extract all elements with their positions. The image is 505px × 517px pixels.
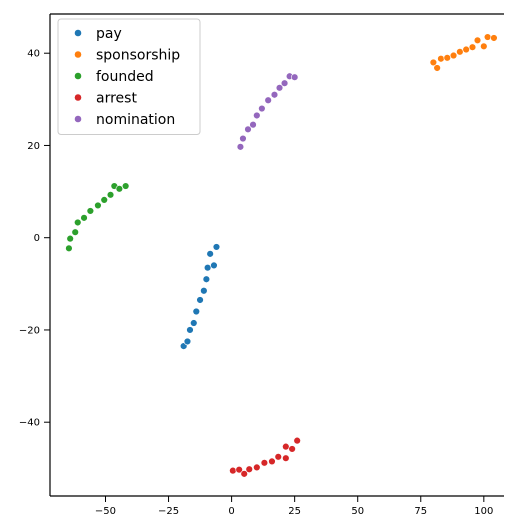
- data-point-nomination-5: [258, 104, 266, 113]
- data-point-nomination-8: [275, 84, 284, 92]
- y-tick-label-40: 40: [27, 49, 40, 60]
- data-point-founded-4: [80, 214, 88, 222]
- data-point-pay-4: [192, 307, 200, 316]
- data-point-sponsorship-3: [443, 54, 451, 62]
- y-tick-label-20: 20: [27, 141, 40, 152]
- x-tick-label-25: 25: [288, 506, 301, 517]
- data-point-arrest-10: [288, 445, 296, 453]
- data-point-pay-3: [190, 319, 198, 327]
- data-point-arrest-0: [229, 466, 237, 475]
- data-point-arrest-4: [253, 463, 261, 472]
- data-point-sponsorship-1: [433, 64, 441, 72]
- data-point-founded-2: [71, 228, 79, 236]
- axes: −50 −25 0 25 50 75 100 −40 −20 0 20 40: [19, 13, 504, 517]
- legend: pay sponsorship founded arrest nomination: [57, 18, 201, 135]
- data-point-arrest-5: [260, 459, 269, 467]
- data-point-sponsorship-5: [456, 48, 464, 56]
- data-point-pay-8: [203, 263, 212, 272]
- y-tick-label--40: −40: [19, 418, 40, 429]
- legend-label-founded: founded: [96, 69, 154, 85]
- data-point-nomination-3: [249, 120, 257, 129]
- data-point-pay-1: [183, 337, 192, 346]
- data-point-pay-6: [200, 287, 208, 295]
- x-tick-label--25: −25: [158, 506, 179, 517]
- legend-marker-founded: [74, 72, 82, 80]
- data-point-sponsorship-8: [473, 36, 482, 44]
- data-point-founded-11: [121, 182, 130, 190]
- data-point-founded-5: [86, 207, 95, 215]
- x-tick-label-75: 75: [414, 506, 427, 517]
- data-point-founded-7: [100, 196, 108, 204]
- data-point-nomination-4: [253, 111, 261, 120]
- data-point-arrest-3: [245, 465, 253, 473]
- legend-label-arrest: arrest: [96, 91, 137, 107]
- data-point-pay-9: [206, 250, 214, 258]
- data-point-founded-1: [66, 234, 74, 243]
- legend-marker-nomination: [74, 115, 82, 123]
- data-point-founded-6: [94, 201, 102, 210]
- data-point-arrest-8: [282, 454, 290, 462]
- data-point-sponsorship-6: [462, 45, 470, 54]
- data-point-nomination-2: [244, 125, 252, 134]
- data-point-founded-3: [74, 218, 82, 227]
- data-point-arrest-6: [268, 457, 276, 466]
- x-tick-label-50: 50: [351, 506, 364, 517]
- data-point-sponsorship-10: [483, 33, 492, 41]
- y-tick-label-0: 0: [34, 233, 40, 244]
- legend-label-nomination: nomination: [96, 112, 175, 128]
- legend-label-pay: pay: [96, 26, 122, 42]
- data-point-arrest-1: [235, 466, 243, 474]
- x-tick-label-100: 100: [474, 506, 493, 517]
- data-point-pay-11: [212, 243, 221, 251]
- data-point-sponsorship-4: [449, 51, 458, 60]
- data-point-nomination-11: [290, 73, 299, 81]
- data-point-nomination-0: [236, 143, 245, 151]
- data-point-arrest-11: [293, 436, 301, 445]
- data-point-pay-2: [186, 326, 194, 334]
- data-point-nomination-7: [270, 91, 279, 99]
- data-point-sponsorship-0: [429, 58, 438, 67]
- data-point-pay-10: [210, 261, 218, 270]
- x-tick-label--50: −50: [95, 506, 116, 517]
- data-point-pay-7: [202, 275, 211, 283]
- data-point-founded-0: [65, 244, 73, 253]
- data-point-sponsorship-11: [490, 34, 498, 42]
- data-point-nomination-1: [239, 134, 247, 143]
- legend-box: [57, 18, 201, 135]
- data-point-nomination-6: [264, 96, 272, 104]
- legend-marker-pay: [74, 29, 82, 37]
- data-point-arrest-9: [282, 442, 290, 451]
- data-point-nomination-9: [280, 79, 289, 87]
- data-point-sponsorship-7: [468, 43, 477, 51]
- data-point-founded-8: [106, 191, 115, 199]
- legend-marker-sponsorship: [74, 50, 82, 59]
- legend-marker-arrest: [74, 93, 82, 102]
- x-tick-label-0: 0: [228, 506, 234, 517]
- data-point-pay-5: [196, 296, 204, 304]
- y-tick-label--20: −20: [19, 325, 40, 336]
- data-point-sponsorship-2: [437, 55, 445, 63]
- data-point-founded-10: [115, 185, 124, 193]
- data-point-sponsorship-9: [480, 42, 488, 50]
- points-layer: [65, 33, 498, 478]
- legend-label-sponsorship: sponsorship: [96, 48, 180, 64]
- data-point-arrest-2: [240, 470, 248, 478]
- data-point-arrest-7: [274, 453, 282, 461]
